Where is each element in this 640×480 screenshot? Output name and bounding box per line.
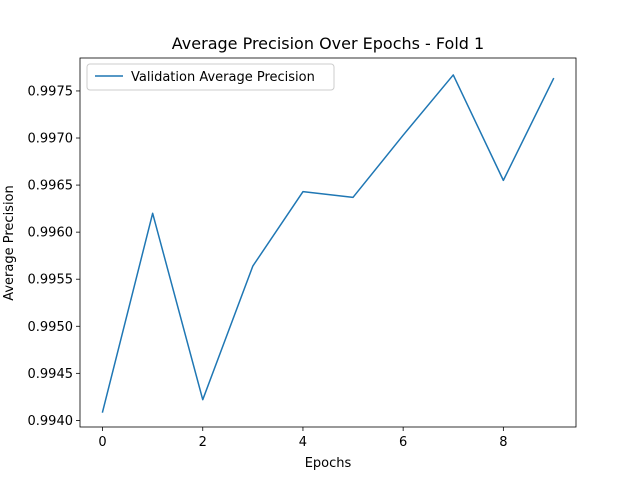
x-tick-label: 8: [499, 435, 507, 450]
plot-area: [101, 74, 555, 413]
legend-label: Validation Average Precision: [131, 70, 315, 85]
plot-frame: [79, 57, 577, 428]
y-tick-label: 0.9960: [28, 226, 74, 241]
y-tick-label: 0.9965: [28, 179, 74, 194]
y-tick-label: 0.9950: [28, 320, 74, 335]
series-line-0: [101, 74, 555, 413]
chart-title: Average Precision Over Epochs - Fold 1: [172, 34, 484, 53]
x-tick-label: 4: [299, 435, 307, 450]
y-tick-label: 0.9945: [28, 367, 74, 382]
x-tick-label: 6: [399, 435, 407, 450]
x-tick-label: 0: [98, 435, 106, 450]
x-tick-label: 2: [199, 435, 207, 450]
y-axis-label: Average Precision: [2, 185, 17, 301]
y-tick-label: 0.9955: [28, 273, 74, 288]
axes: 0 2 4 6 8 0.9940 0.9945 0.9950 0.9955 0.9960 0.996…: [28, 57, 577, 450]
legend: Validation Average Precision: [86, 63, 335, 91]
y-tick-label: 0.9940: [28, 414, 74, 429]
x-axis-label: Epochs: [305, 456, 352, 471]
y-tick-label: 0.9975: [28, 84, 74, 99]
y-tick-label: 0.9970: [28, 132, 74, 147]
legend-box: [86, 63, 335, 91]
